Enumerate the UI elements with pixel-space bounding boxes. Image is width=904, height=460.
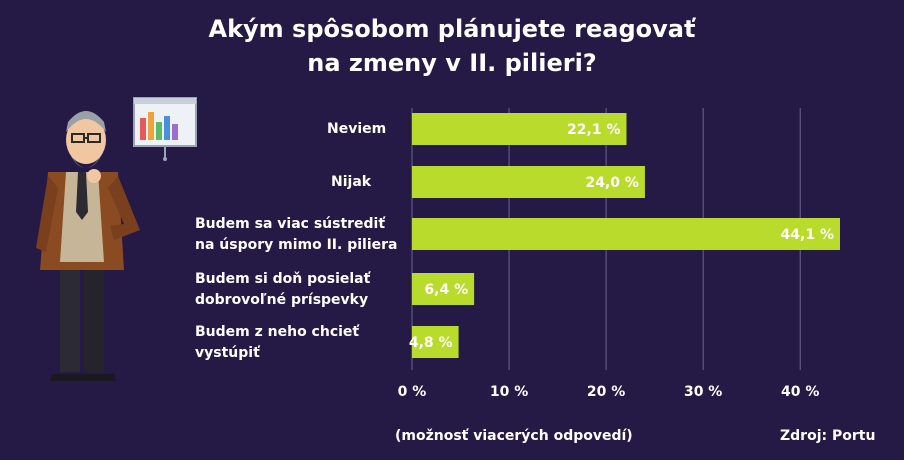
x-tick-label: 0 % (397, 384, 427, 400)
category-label: Neviem (327, 121, 387, 137)
category-label: dobrovoľné príspevky (195, 292, 369, 308)
businessman-figure (36, 111, 140, 381)
bar-value-label: 44,1 % (781, 227, 834, 243)
bar (412, 113, 627, 145)
bar-value-label: 4,8 % (409, 335, 453, 351)
bar (412, 326, 459, 358)
source-note: Zdroj: Portu (780, 428, 876, 444)
chart-title-line-2: na zmeny v II. pilieri? (307, 49, 597, 77)
category-label: na úspory mimo II. piliera (195, 237, 398, 253)
bar-value-label: 22,1 % (567, 122, 620, 138)
chart-title-line-1: Akým spôsobom plánujete reagovať (208, 15, 696, 43)
x-tick-label: 30 % (683, 384, 723, 400)
bar (412, 273, 475, 305)
bar (412, 218, 840, 250)
x-tick-label: 10 % (489, 384, 529, 400)
category-label: Budem si doň posielať (195, 271, 371, 287)
x-tick-label: 20 % (586, 384, 626, 400)
presentation-board-icon (133, 97, 197, 161)
bar-value-label: 24,0 % (585, 175, 638, 191)
bar (412, 166, 645, 198)
bar-value-label: 6,4 % (424, 282, 468, 298)
category-label: Budem z neho chcieť (195, 324, 360, 340)
footnote: (možnosť viacerých odpovedí) (395, 428, 633, 444)
category-label: vystúpiť (195, 345, 260, 361)
x-tick-label: 40 % (781, 384, 820, 400)
category-label: Nijak (331, 174, 372, 190)
category-label: Budem sa viac sústrediť (195, 216, 386, 232)
